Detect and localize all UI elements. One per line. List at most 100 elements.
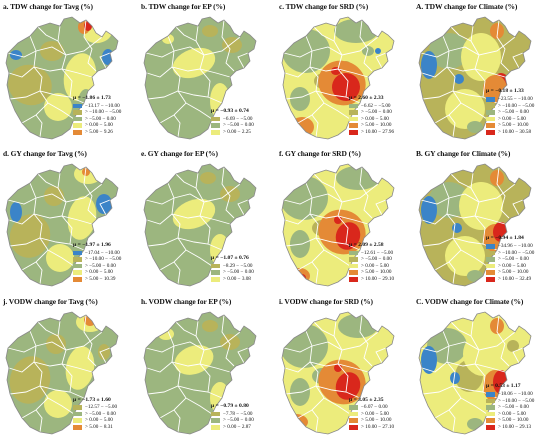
map-legend: μ = −1.73 ± 1.60 −12.57 − −5.00 > −5.00 − … [73,397,117,431]
legend-entry: −12.57 − −5.00 [73,404,117,411]
county-border [9,237,85,251]
legend-entry: −23.55 − −10.00 [486,96,534,103]
legend-entry: > −5.00 − 0.00 [349,256,394,263]
county-border [35,261,43,285]
legend-entry: > 5.00 − 10.39 [73,276,121,283]
legend-swatch [486,263,495,269]
legend-entry: > 0.00 − 5.00 [349,411,394,418]
legend-entry: > 0.00 − 2.25 [211,129,254,136]
county-border [237,52,249,69]
legend-entry: −17.04 − −10.00 [73,250,121,257]
legend-entry: > −5.00 − 0.00 [73,263,121,270]
region-map [143,163,257,287]
map-zone-red [332,73,360,101]
county-border [145,36,241,58]
county-border [145,183,241,205]
legend-label: > 5.00 − 10.39 [85,275,116,282]
legend-label: > 10.00 − 30.58 [498,128,532,135]
panel-title: e. GY change for EP (%) [141,149,218,158]
legend-entry: −7.78 − −5.00 [211,411,254,418]
county-border [57,320,73,393]
legend-swatch [486,405,495,410]
mean-value: μ = 2.09 ± 2.58 [349,242,384,248]
county-border [57,172,73,245]
map-zone-yellow [158,328,174,340]
county-border [221,19,235,72]
legend-label: > −10.00 − −5.00 [498,249,535,256]
county-border [7,36,103,58]
county-border [434,397,488,419]
map-zone-yellow [445,89,485,129]
map-zone-orange [284,414,308,430]
county-border [159,102,213,124]
legend-label: > −5.00 − 0.00 [498,404,529,411]
county-border [7,183,103,205]
map-panel-e: e. GY change for EP (%) μ = −1.07 ± 0.76−… [138,147,275,294]
legend-entry: > −10.00 − −5.00 [486,398,534,405]
county-border [146,66,231,78]
legend-label: > 5.00 − 10.00 [361,122,392,129]
map-zone-yellow [445,236,485,276]
legend-label: −12.57 − −5.00 [85,404,118,411]
legend-entry: > −5.00 − 0.00 [73,116,121,123]
legend-swatch [486,424,495,430]
map-zone-orange [290,268,310,284]
legend-swatch [349,405,358,410]
legend-swatch [486,129,495,135]
county-border [285,237,361,251]
legend-entry: > 5.00 − 10.00 [349,122,394,129]
county-border [35,409,43,433]
map-zone-orange [490,23,504,39]
map-zone-sage [467,121,483,133]
legend-label: −23.55 − −10.00 [498,95,533,102]
county-border [470,25,486,98]
legend-entry: > 0.00 − 5.00 [73,122,121,129]
region-outline [281,16,395,140]
county-border [359,314,373,367]
legend-entry: > 0.00 − 3.08 [211,276,254,283]
legend-entry: −13.17 − −10.00 [73,103,121,110]
legend-swatch [211,276,220,282]
map-panel-h: h. VODW change for EP (%) μ = −0.79 ± 0.8… [138,295,275,442]
county-border [29,182,49,251]
county-border [8,361,93,373]
legend-label: > 0.00 − 3.08 [223,275,251,282]
legend-entry: > −10.00 − −5.00 [486,103,534,110]
legend-label: > −5.00 − 0.00 [361,256,392,263]
county-border [470,320,486,393]
legend-label: > −5.00 − 0.00 [498,109,529,116]
legend-swatch [486,110,495,115]
map-zone-red [335,222,361,250]
legend-entry: > −10.00 − −5.00 [73,256,121,263]
county-border [83,166,97,219]
legend-swatch [73,123,82,128]
county-border [333,320,349,393]
region-outline [281,163,395,287]
panel-title: j. VODW change for Tavg (%) [3,297,98,306]
map-zone-blue [450,372,460,384]
legend-entry: −8.29 − −5.00 [211,263,254,270]
panel-title: a. TDW change for Tavg (%) [3,2,93,11]
county-border [37,321,59,337]
map-zone-blue [421,51,437,79]
legend-swatch [211,418,220,423]
county-border [195,25,211,98]
map-zone-olive [507,340,519,352]
map-zone-olive [44,186,64,206]
legend-label: > −5.00 − 0.00 [223,122,254,129]
region-map [5,311,119,435]
legend-swatch [73,250,82,256]
county-border [57,25,73,98]
county-border [37,26,59,42]
legend-label: −6.69 − −5.00 [223,115,253,122]
legend-swatch [486,391,495,397]
legend-swatch [349,250,358,256]
legend-entry: −18.06 − −10.00 [486,391,534,398]
county-border [9,90,85,104]
map-zone-yellow [46,244,74,272]
map-panel-C: C. VODW change for Climate (%) μ = 0.53 ±… [413,295,550,442]
legend-label: > −5.00 − 0.00 [223,417,254,424]
legend-swatch [349,270,358,275]
legend-label: > 0.00 − 5.00 [498,410,526,417]
